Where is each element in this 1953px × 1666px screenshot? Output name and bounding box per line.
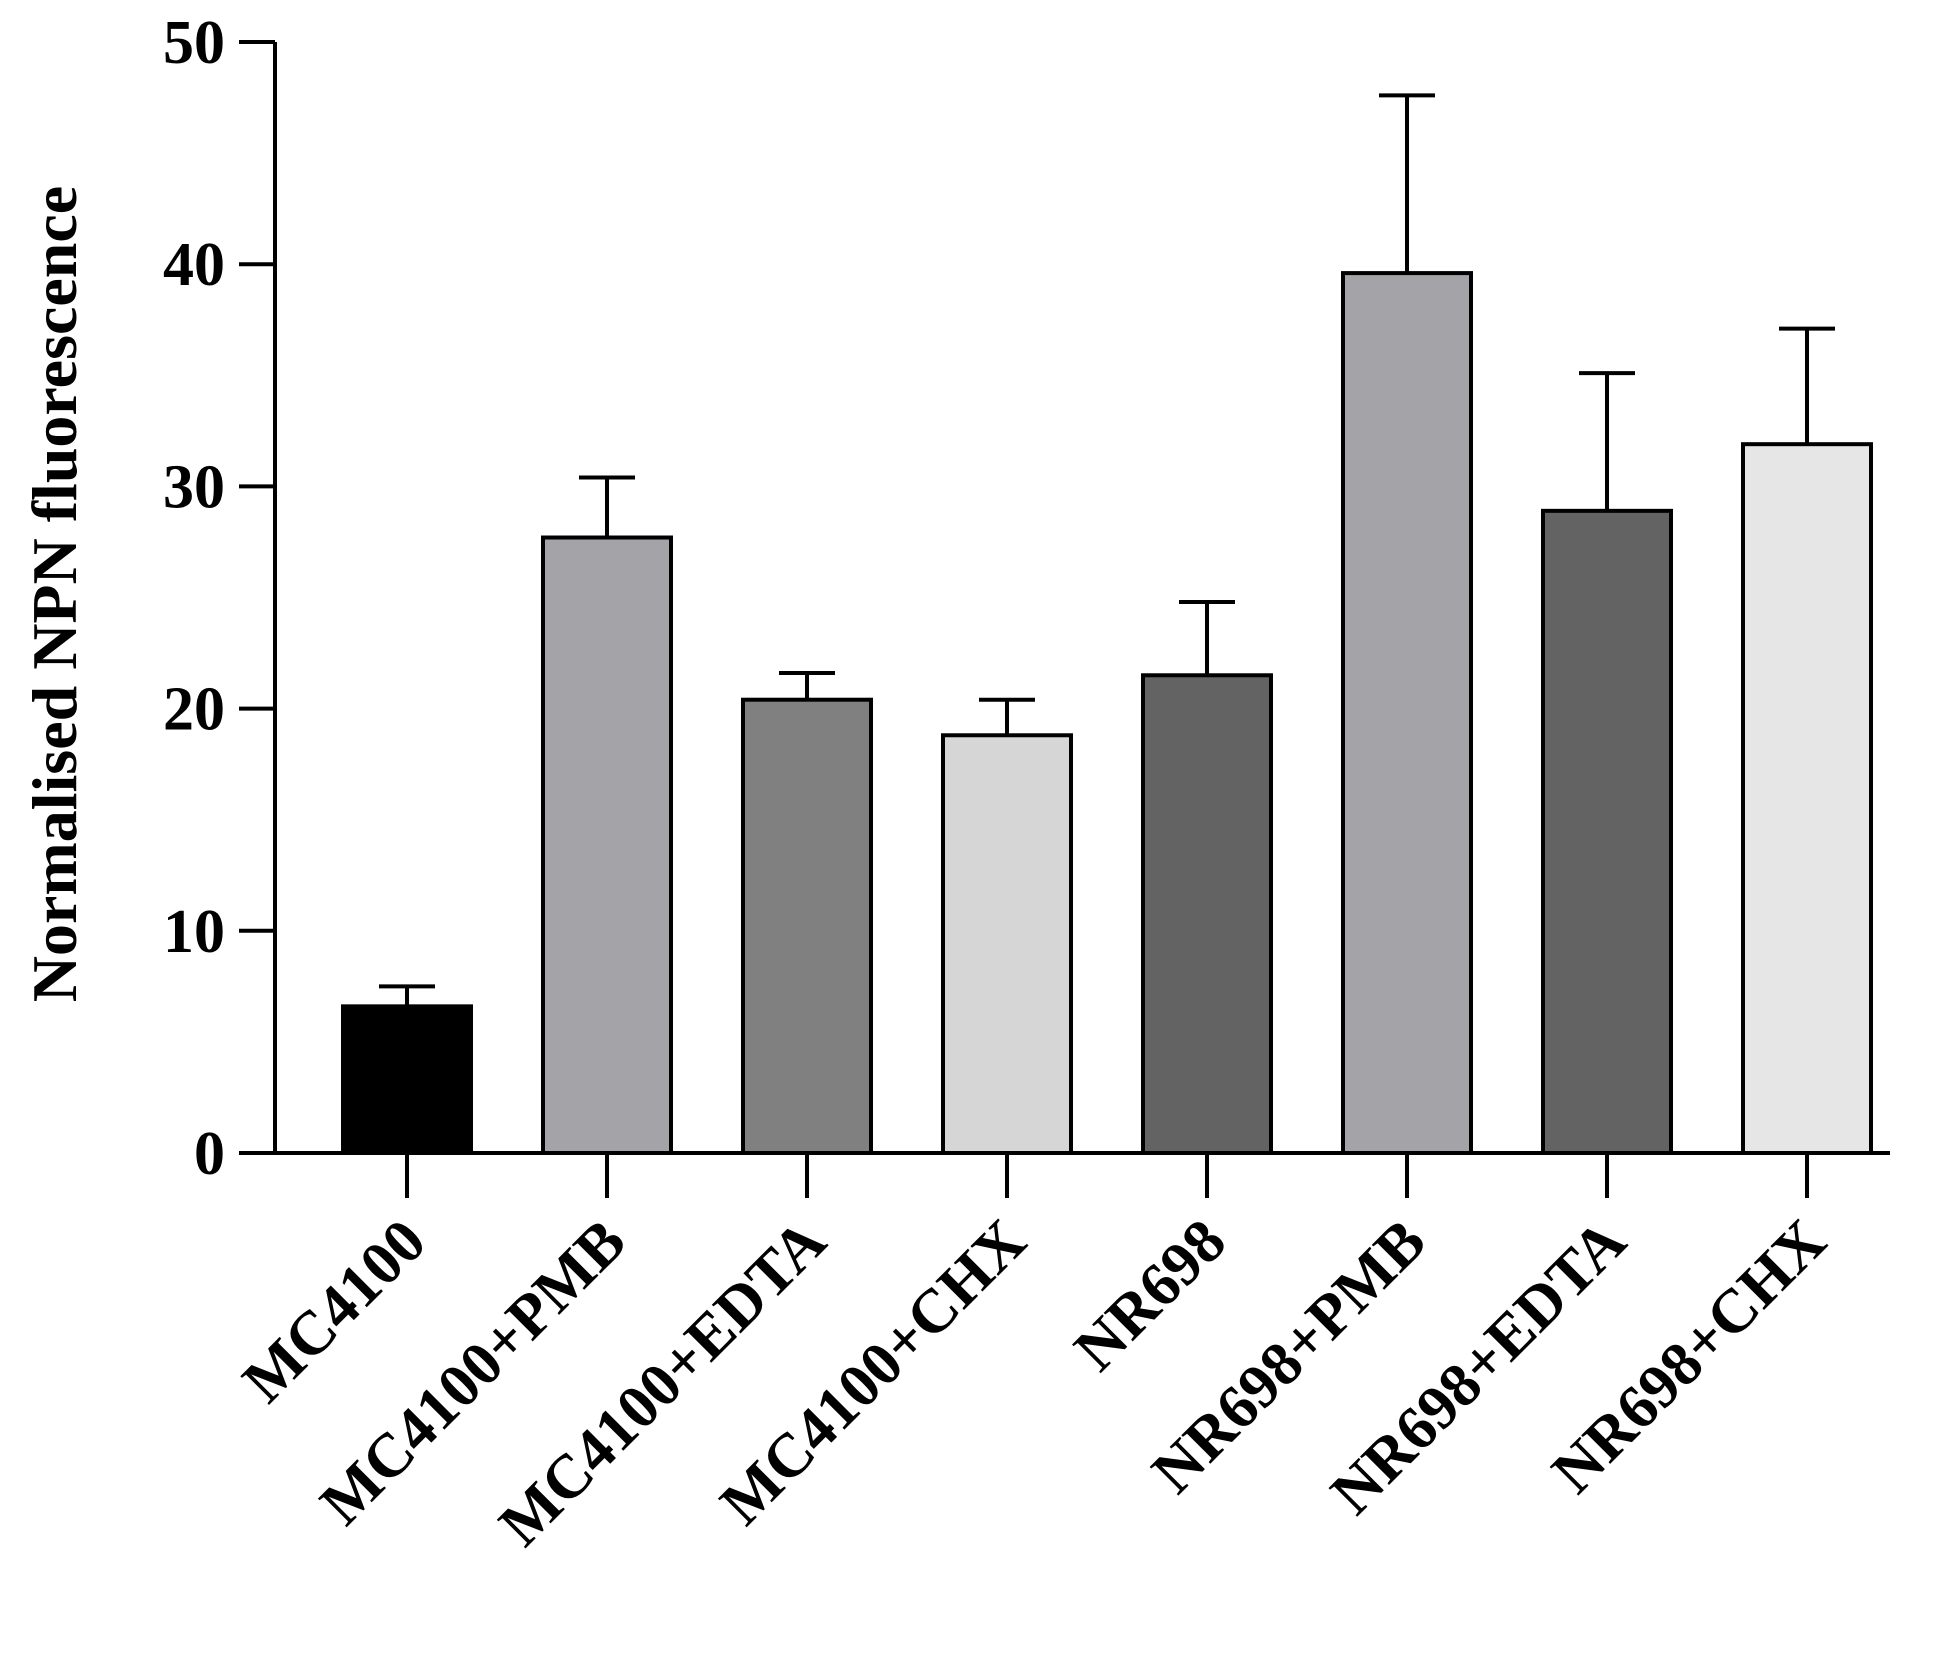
y-tick-label: 30 (163, 453, 225, 521)
y-tick-label: 0 (194, 1120, 225, 1188)
bar (1141, 673, 1273, 1156)
x-tick-label: NR698 (1062, 1207, 1239, 1384)
bars (341, 93, 1873, 1156)
bar (1341, 271, 1473, 1155)
bar (741, 697, 873, 1155)
bar (1741, 442, 1873, 1155)
y-axis: 0 10 20 30 40 50 (163, 9, 277, 1188)
y-axis-title: Normalised NPN fluorescence (19, 186, 90, 1002)
y-tick-label: 40 (163, 231, 225, 299)
x-tick-label: MC4100 (230, 1207, 439, 1416)
y-tick-label: 10 (163, 898, 225, 966)
bar (541, 535, 673, 1155)
bar (341, 1004, 473, 1156)
y-tick-label: 20 (163, 676, 225, 744)
y-tick-label: 50 (163, 9, 225, 77)
bar (941, 733, 1073, 1155)
bar (1541, 508, 1673, 1156)
